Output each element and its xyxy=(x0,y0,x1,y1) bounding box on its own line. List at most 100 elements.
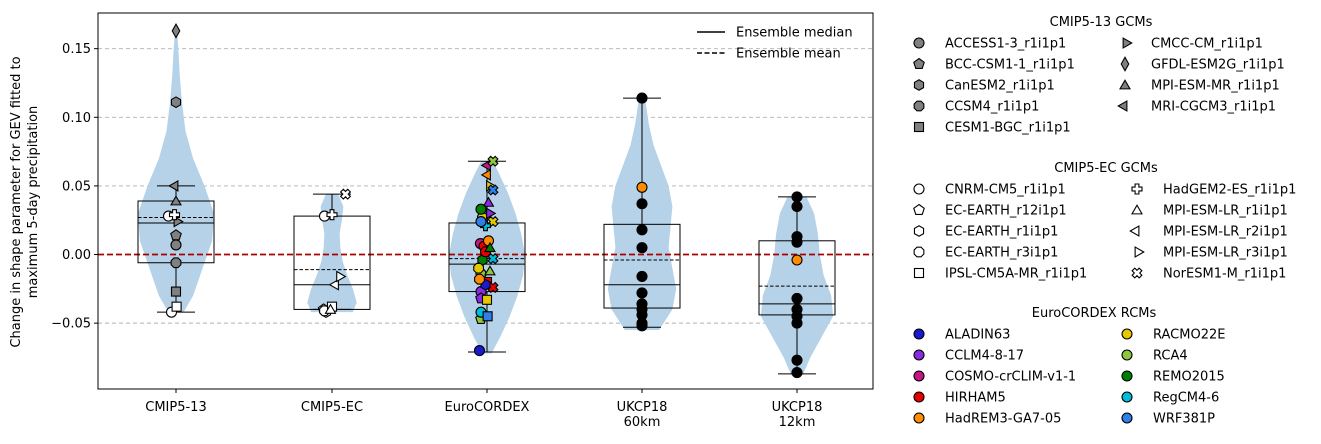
data-point xyxy=(170,286,182,297)
model-legend-2: EuroCORDEX RCMs ALADIN63 CCLM4-8-17 COSMO-c… xyxy=(913,306,1225,427)
model-legend-title: CMIP5-EC GCMs xyxy=(1054,161,1158,176)
legend-marker xyxy=(1120,56,1130,72)
legend-entry-label: EC-EARTH_r1i1p1 xyxy=(945,225,1058,240)
data-point xyxy=(636,181,648,193)
data-point xyxy=(484,265,496,276)
legend-entry-label: RACMO22E xyxy=(1153,328,1225,343)
legend-marker xyxy=(913,328,925,340)
legend-entry-label: CMCC-CM_r1i1p1 xyxy=(1151,37,1263,52)
legend-marker xyxy=(913,100,925,112)
data-point xyxy=(480,168,491,181)
legend-marker xyxy=(1131,204,1143,215)
x-tick-label: CMIP5-13 xyxy=(145,400,206,415)
legend-marker xyxy=(913,121,925,133)
data-point xyxy=(636,224,648,236)
legend-entry-label: EC-EARTH_r12i1p1 xyxy=(945,204,1067,219)
data-point xyxy=(170,229,182,241)
legend-marker xyxy=(1121,391,1133,403)
data-point xyxy=(791,191,803,203)
data-point xyxy=(168,209,181,221)
legend-entry-label: CESM1-BGC_r1i1p1 xyxy=(945,121,1071,136)
data-point xyxy=(170,96,182,109)
points-1 xyxy=(317,188,352,319)
legend-marker xyxy=(1119,79,1131,90)
legend-marker xyxy=(1121,328,1133,340)
legend-entry-label: EC-EARTH_r3i1p1 xyxy=(945,246,1058,261)
x-tick-label: EuroCORDEX xyxy=(445,400,530,415)
model-legend-1: CMIP5-EC GCMs CNRM-CM5_r1i1p1 EC-EARTH_r12… xyxy=(913,161,1296,282)
x-tick-label: UKCP18 xyxy=(772,400,823,415)
y-tick-label: 0.15 xyxy=(62,42,91,57)
data-point xyxy=(791,354,803,366)
legend-entry-label: GFDL-ESM2G_r1i1p1 xyxy=(1151,58,1285,73)
legend-entry-label: CCLM4-8-17 xyxy=(945,349,1024,364)
data-point xyxy=(170,239,182,251)
legend-entry-label: HadREM3-GA7-05 xyxy=(945,412,1061,427)
legend-entry-label: CCSM4_r1i1p1 xyxy=(945,100,1039,115)
legend-entry-label: CanESM2_r1i1p1 xyxy=(945,79,1055,94)
legend-marker xyxy=(913,391,925,403)
data-point xyxy=(486,207,497,220)
points-0 xyxy=(162,22,184,318)
data-point xyxy=(791,366,803,379)
legend-entry-label: NorESM1-M_r1i1p1 xyxy=(1163,267,1286,282)
data-point xyxy=(474,273,485,285)
legend-entry-label: MPI-ESM-LR_r3i1p1 xyxy=(1163,246,1288,261)
data-point xyxy=(481,294,493,305)
legend-entry-label: BCC-CSM1-1_r1i1p1 xyxy=(945,58,1075,73)
y-tick-label: 0.00 xyxy=(62,248,91,263)
data-point xyxy=(475,203,487,215)
data-point xyxy=(791,254,803,266)
data-point xyxy=(636,92,648,104)
legend-marker xyxy=(1134,246,1145,258)
legend-marker xyxy=(1117,100,1128,112)
points-4 xyxy=(791,191,803,379)
data-point xyxy=(336,270,347,283)
data-point xyxy=(636,242,648,254)
legend-marker xyxy=(913,246,925,258)
data-point xyxy=(482,196,495,207)
y-tick-label: 0.10 xyxy=(62,111,91,126)
data-point xyxy=(791,200,803,213)
legend-line-label: Ensemble mean xyxy=(736,47,841,62)
data-point xyxy=(482,311,493,322)
data-point xyxy=(484,241,496,253)
data-point xyxy=(791,317,803,329)
legend-entry-label: MPI-ESM-LR_r2i1p1 xyxy=(1163,225,1288,240)
violin-0 xyxy=(138,28,214,313)
legend-entry-label: RegCM4-6 xyxy=(1153,391,1219,406)
points-3 xyxy=(636,92,648,332)
legend-marker xyxy=(913,349,925,361)
data-point xyxy=(339,188,352,200)
legend-marker xyxy=(913,267,925,279)
legend-entry-label: HadGEM2-ES_r1i1p1 xyxy=(1163,183,1296,198)
model-legend-title: EuroCORDEX RCMs xyxy=(1032,306,1157,321)
model-legend-title: CMIP5-13 GCMs xyxy=(1050,15,1153,30)
data-point xyxy=(487,184,499,196)
legend-entry-label: CNRM-CM5_r1i1p1 xyxy=(945,183,1066,198)
legend-marker xyxy=(913,183,925,195)
data-point xyxy=(791,292,803,304)
data-point xyxy=(636,287,648,299)
data-point xyxy=(171,22,181,39)
legend-entry-label: REMO2015 xyxy=(1153,370,1225,385)
legend-marker xyxy=(1131,183,1143,195)
violin-1 xyxy=(307,194,357,313)
y-axis-label-line1: Change in shape parameter for GEV fitted… xyxy=(9,56,24,347)
legend-marker xyxy=(913,225,925,237)
legend-marker xyxy=(913,412,925,424)
data-point xyxy=(326,209,338,221)
data-point xyxy=(473,345,486,357)
data-point xyxy=(473,262,485,274)
y-tick-label: −0.05 xyxy=(51,317,91,332)
legend-entry-label: IPSL-CM5A-MR_r1i1p1 xyxy=(945,267,1087,282)
legend-marker xyxy=(1131,267,1143,279)
legend-line-label: Ensemble median xyxy=(736,26,853,41)
data-point xyxy=(170,257,182,269)
data-point xyxy=(168,179,179,192)
legend-entry-label: ACCESS1-3_r1i1p1 xyxy=(945,37,1066,52)
legend-marker xyxy=(1121,412,1133,424)
legend-entry-label: ALADIN63 xyxy=(945,328,1010,343)
